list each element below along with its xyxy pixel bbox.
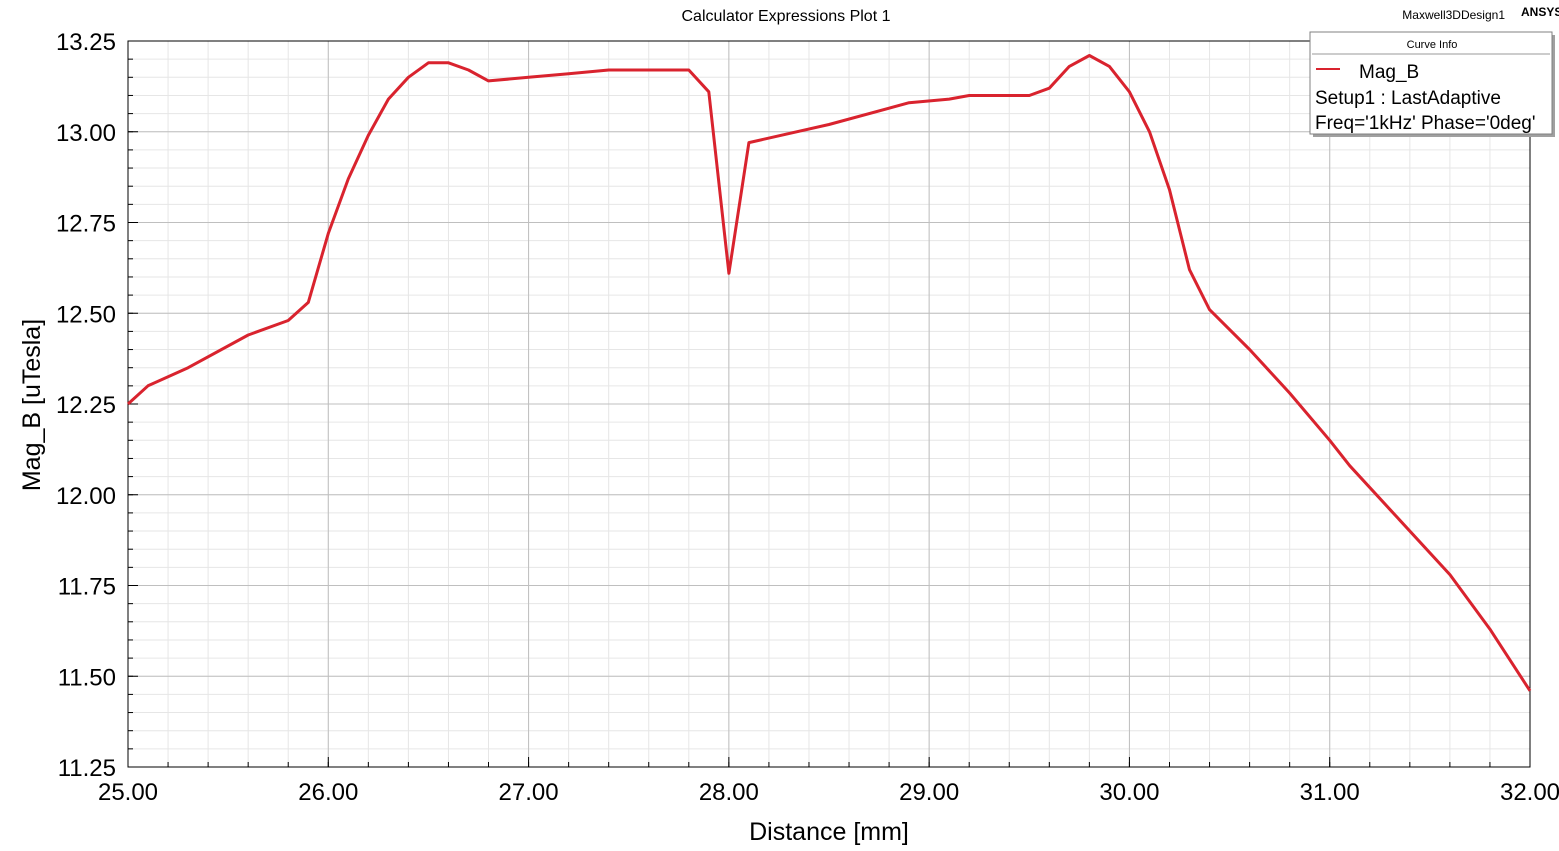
y-tick-label: 12.75 xyxy=(56,211,116,238)
y-tick-label: 11.75 xyxy=(58,574,116,601)
x-tick-label: 31.00 xyxy=(1300,779,1360,806)
y-tick-label: 12.25 xyxy=(56,392,116,419)
x-tick-label: 30.00 xyxy=(1099,779,1159,806)
curve-info-legend[interactable]: Curve Info Mag_B Setup1 : LastAdaptive F… xyxy=(1309,31,1555,137)
legend-setup-line: Setup1 : LastAdaptive xyxy=(1315,88,1501,109)
series-line-mag-b xyxy=(126,54,1532,692)
x-tick-label: 25.00 xyxy=(98,779,158,806)
x-tick-label: 28.00 xyxy=(699,779,759,806)
y-tick-label: 11.50 xyxy=(58,664,116,691)
x-tick-label: 27.00 xyxy=(499,779,559,806)
legend-freq-line: Freq='1kHz' Phase='0deg' xyxy=(1315,113,1535,134)
brand-label: ANSYS xyxy=(1521,5,1559,19)
y-tick-label: 13.00 xyxy=(56,120,116,147)
x-tick-label: 26.00 xyxy=(298,779,358,806)
legend-heading: Curve Info xyxy=(1407,39,1458,51)
y-tick-labels: 11.25 11.50 11.75 12.00 12.25 12.50 12.75 13.00… xyxy=(56,29,116,782)
y-tick-label: 13.25 xyxy=(56,29,116,56)
x-axis-title: Distance [mm] xyxy=(749,818,909,846)
chart-title: Calculator Expressions Plot 1 xyxy=(682,8,891,25)
x-tick-label: 32.00 xyxy=(1500,779,1559,806)
y-axis-title: Mag_B [uTesla] xyxy=(18,319,46,491)
x-tick-label: 29.00 xyxy=(899,779,959,806)
y-tick-label: 12.00 xyxy=(56,483,116,510)
axis-ticks xyxy=(127,40,1531,768)
y-tick-label: 12.50 xyxy=(56,301,116,328)
legend-entry-name: Mag_B xyxy=(1359,62,1419,83)
design-name: Maxwell3DDesign1 xyxy=(1402,8,1505,22)
x-tick-labels: 25.00 26.00 27.00 28.00 29.00 30.00 31.00 32.00 xyxy=(98,779,1559,806)
y-tick-label: 11.25 xyxy=(58,755,116,782)
legend-box xyxy=(1309,31,1553,135)
series-layer xyxy=(126,54,1532,692)
